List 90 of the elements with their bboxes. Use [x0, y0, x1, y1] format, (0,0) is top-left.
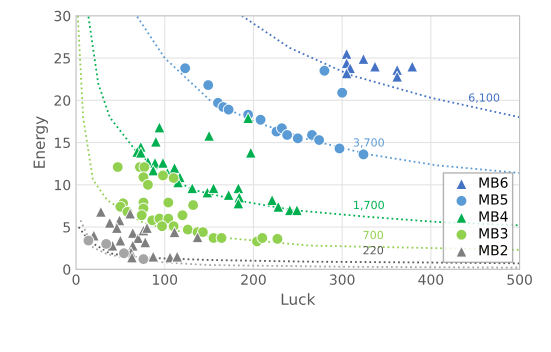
point: [114, 234, 126, 246]
point: [197, 226, 209, 238]
point: [266, 194, 278, 206]
point: [216, 232, 228, 244]
point: [232, 182, 244, 194]
legend-label: MB6: [479, 177, 508, 188]
y-tick-label: 15: [55, 138, 70, 148]
series-label: 1,700: [354, 200, 384, 210]
point: [136, 209, 148, 222]
line-series: [78, 226, 520, 264]
x-tick-label: 100: [153, 274, 178, 285]
x-tick-label: 500: [507, 274, 532, 285]
x-tick-label: 200: [241, 274, 266, 285]
point: [111, 222, 123, 234]
point: [156, 220, 168, 232]
point: [100, 238, 112, 250]
point: [334, 142, 346, 154]
point: [369, 60, 381, 72]
point: [139, 236, 152, 248]
y-tick-label: 20: [54, 95, 70, 106]
point: [124, 208, 136, 220]
point: [82, 234, 94, 246]
point: [150, 136, 162, 148]
y-tick-label: 0: [63, 264, 70, 275]
point: [208, 182, 220, 194]
point: [187, 199, 199, 211]
point: [182, 224, 194, 236]
point: [135, 146, 147, 158]
point: [154, 122, 166, 134]
point: [157, 157, 169, 169]
y-tick-label: 30: [54, 10, 70, 22]
x-axis-title: Luck: [282, 293, 316, 305]
series-label: 700: [364, 230, 384, 240]
series-label: 220: [363, 246, 384, 254]
point: [118, 247, 130, 260]
point: [138, 161, 150, 173]
point: [292, 132, 304, 144]
point: [222, 104, 234, 116]
point: [256, 232, 268, 244]
point: [141, 222, 153, 234]
point: [272, 233, 284, 245]
point: [138, 253, 150, 265]
point: [168, 172, 180, 184]
point: [179, 62, 191, 74]
point: [391, 70, 403, 82]
point: [406, 60, 418, 72]
x-tick-label: 400: [418, 274, 444, 285]
point: [168, 226, 180, 238]
point: [176, 209, 188, 222]
point: [162, 196, 174, 208]
point: [336, 86, 348, 99]
point: [340, 48, 352, 60]
point: [272, 200, 284, 213]
legend-label: MB4: [479, 211, 508, 222]
point: [358, 148, 370, 160]
point: [313, 134, 325, 146]
legend-label: MB3: [479, 228, 508, 239]
point: [254, 114, 266, 126]
point: [291, 204, 303, 216]
point: [242, 112, 254, 124]
legend-label: MB2: [479, 244, 508, 256]
point: [157, 170, 169, 182]
x-tick-label: 300: [330, 274, 355, 285]
point: [186, 182, 198, 194]
line-series: [241, 16, 520, 118]
series-label: 6,100: [468, 93, 500, 103]
y-tick-label: 25: [54, 53, 70, 64]
point: [202, 79, 214, 91]
point: [232, 198, 244, 210]
point: [202, 186, 214, 198]
y-axis-title: Energy: [34, 116, 48, 168]
point: [340, 67, 352, 80]
point: [112, 161, 124, 173]
point: [126, 252, 138, 264]
point: [104, 217, 116, 229]
point: [192, 231, 204, 243]
point: [142, 179, 154, 191]
point: [281, 129, 293, 141]
line-series: [136, 16, 520, 174]
point: [318, 64, 330, 77]
point: [203, 130, 215, 142]
point: [245, 146, 257, 158]
series-label: 3,700: [354, 138, 384, 148]
x-tick-label: 0: [72, 274, 80, 285]
point: [222, 189, 234, 201]
point: [358, 53, 370, 65]
y-tick-label: 10: [55, 180, 70, 190]
legend-label: MB5: [479, 194, 508, 205]
y-tick-label: 5: [63, 222, 70, 233]
point: [95, 206, 107, 218]
